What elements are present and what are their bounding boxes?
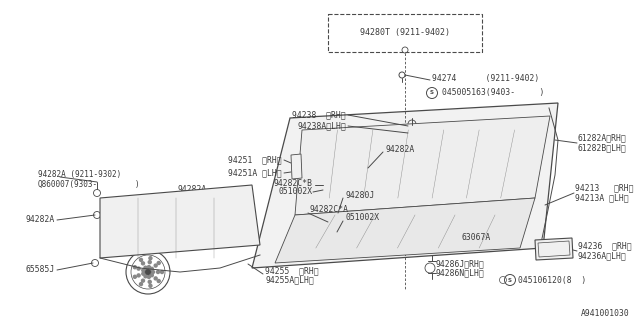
Circle shape bbox=[141, 262, 145, 265]
Bar bbox=[328, 14, 482, 52]
Text: 94282A: 94282A bbox=[385, 146, 414, 155]
Circle shape bbox=[147, 276, 150, 278]
Text: 94282A: 94282A bbox=[26, 215, 55, 225]
Circle shape bbox=[148, 280, 151, 283]
Text: 94282A (9211-9302): 94282A (9211-9302) bbox=[38, 171, 121, 180]
Circle shape bbox=[154, 264, 157, 267]
Circle shape bbox=[152, 270, 154, 274]
Circle shape bbox=[149, 284, 152, 287]
Text: 94280J: 94280J bbox=[345, 190, 374, 199]
Text: S: S bbox=[508, 277, 512, 283]
Text: 94274      (9211-9402): 94274 (9211-9402) bbox=[432, 74, 540, 83]
Circle shape bbox=[161, 270, 163, 274]
Text: 94251A 〈LH〉: 94251A 〈LH〉 bbox=[228, 169, 282, 178]
Circle shape bbox=[137, 267, 140, 270]
Text: 94213A 〈LH〉: 94213A 〈LH〉 bbox=[575, 194, 628, 203]
Circle shape bbox=[157, 261, 160, 265]
Circle shape bbox=[142, 269, 145, 272]
Polygon shape bbox=[252, 103, 558, 268]
Circle shape bbox=[147, 266, 150, 268]
Text: 94238A〈LH〉: 94238A〈LH〉 bbox=[297, 122, 346, 131]
Circle shape bbox=[133, 266, 136, 269]
Text: 63067A: 63067A bbox=[462, 234, 492, 243]
Polygon shape bbox=[291, 154, 302, 179]
Circle shape bbox=[150, 267, 154, 270]
Circle shape bbox=[140, 283, 143, 286]
Circle shape bbox=[137, 274, 140, 277]
Circle shape bbox=[142, 272, 145, 275]
Text: 94213   〈RH〉: 94213 〈RH〉 bbox=[575, 183, 634, 193]
Text: 61282A〈RH〉: 61282A〈RH〉 bbox=[578, 133, 627, 142]
Text: Q860007(9303-: Q860007(9303- bbox=[38, 180, 98, 188]
Text: 94238  〈RH〉: 94238 〈RH〉 bbox=[292, 110, 346, 119]
Polygon shape bbox=[535, 238, 573, 260]
Text: 94255  〈RH〉: 94255 〈RH〉 bbox=[265, 267, 319, 276]
Text: 045005163(9403-     ): 045005163(9403- ) bbox=[442, 89, 545, 98]
Circle shape bbox=[144, 275, 147, 278]
Circle shape bbox=[140, 258, 143, 261]
Text: 051002X: 051002X bbox=[279, 188, 313, 196]
Circle shape bbox=[148, 261, 151, 264]
Text: 045106120(8  ): 045106120(8 ) bbox=[518, 276, 586, 284]
Text: 94282C*A: 94282C*A bbox=[310, 205, 349, 214]
Circle shape bbox=[150, 274, 154, 277]
Circle shape bbox=[154, 277, 157, 280]
Circle shape bbox=[144, 266, 147, 269]
Text: 61282B〈LH〉: 61282B〈LH〉 bbox=[578, 143, 627, 153]
Text: 94236A〈LH〉: 94236A〈LH〉 bbox=[578, 252, 627, 260]
Text: 94280T (9211-9402): 94280T (9211-9402) bbox=[360, 28, 450, 37]
Text: 94251  〈RH〉: 94251 〈RH〉 bbox=[228, 156, 282, 164]
Text: 94286N〈LH〉: 94286N〈LH〉 bbox=[436, 268, 484, 277]
Text: 94255A〈LH〉: 94255A〈LH〉 bbox=[265, 276, 314, 284]
Text: 94286J〈RH〉: 94286J〈RH〉 bbox=[436, 260, 484, 268]
Circle shape bbox=[149, 257, 152, 260]
Text: 94236  〈RH〉: 94236 〈RH〉 bbox=[578, 242, 632, 251]
Text: ): ) bbox=[135, 180, 140, 188]
Polygon shape bbox=[100, 185, 260, 258]
Circle shape bbox=[157, 270, 159, 274]
Text: A941001030: A941001030 bbox=[581, 308, 630, 317]
Text: 94282C*B: 94282C*B bbox=[274, 179, 313, 188]
Circle shape bbox=[133, 275, 136, 278]
Text: 051002X: 051002X bbox=[345, 213, 379, 222]
Text: S: S bbox=[430, 91, 434, 95]
Text: 65585J: 65585J bbox=[26, 266, 55, 275]
Text: 94282A: 94282A bbox=[178, 186, 207, 195]
Polygon shape bbox=[295, 116, 550, 215]
Circle shape bbox=[145, 269, 151, 275]
Circle shape bbox=[157, 279, 160, 283]
Polygon shape bbox=[275, 198, 535, 263]
Circle shape bbox=[141, 279, 145, 282]
